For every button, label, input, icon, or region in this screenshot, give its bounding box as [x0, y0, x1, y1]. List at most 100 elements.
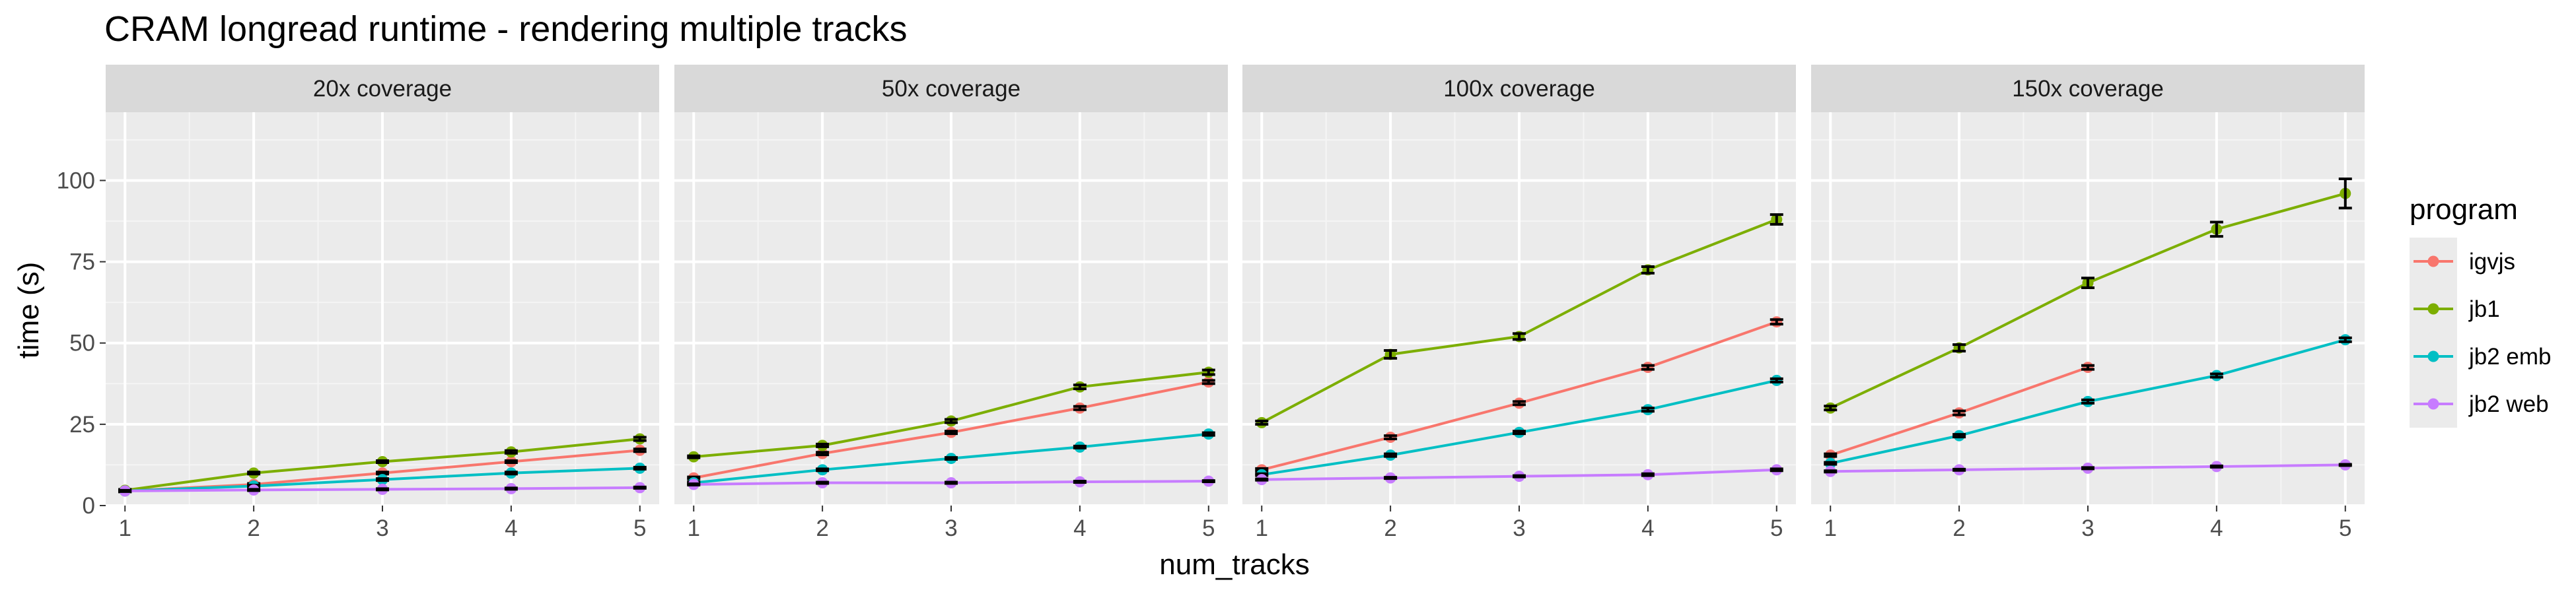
series-jb2-web: [687, 475, 1215, 490]
error-bar: [1384, 349, 1398, 360]
x-tick-label: 4: [1641, 515, 1654, 541]
error-bar: [945, 456, 958, 461]
error-bar: [2081, 364, 2094, 371]
error-bar: [1513, 474, 1526, 478]
x-tick-label: 2: [247, 515, 260, 541]
series-jb1: [1255, 213, 1783, 428]
error-bar: [1201, 479, 1215, 484]
x-tick-label: 2: [816, 515, 828, 541]
legend-label: jb2 web: [2468, 391, 2549, 417]
error-bar: [1641, 407, 1655, 413]
error-bar: [1952, 433, 1966, 439]
error-bar: [247, 471, 261, 476]
facet-strip: [1242, 65, 1796, 112]
facet-strip-label: 50x coverage: [882, 76, 1020, 102]
error-bar: [1201, 368, 1215, 376]
series-jb1: [687, 366, 1215, 463]
error-bar: [633, 485, 647, 490]
legend-item: jb2 emb: [2410, 333, 2552, 380]
x-tick-label: 3: [945, 515, 957, 541]
legend-item: igvjs: [2410, 238, 2515, 285]
y-tick-label: 25: [69, 412, 95, 438]
x-tick-label: 2: [1952, 515, 1965, 541]
series-jb2-web: [1824, 459, 2352, 477]
error-bar: [816, 480, 830, 485]
error-bar: [2338, 177, 2352, 210]
legend-key-point: [2427, 255, 2439, 267]
y-tick-label: 75: [69, 249, 95, 275]
error-bar: [687, 482, 701, 486]
error-bar: [2081, 466, 2094, 471]
error-bar: [1073, 444, 1087, 449]
legend-item: jb1: [2410, 285, 2500, 333]
error-bar: [1824, 452, 1838, 458]
series-jb2-emb: [1824, 334, 2352, 469]
legend-key-point: [2427, 350, 2439, 362]
error-bar: [816, 467, 830, 473]
error-bar: [633, 436, 647, 442]
error-bar: [2209, 464, 2223, 469]
error-bar: [1073, 383, 1087, 391]
facet-strip-label: 100x coverage: [1443, 76, 1595, 102]
series-jb2-emb: [1255, 374, 1783, 480]
x-tick-label: 1: [1255, 515, 1268, 541]
error-bar: [1255, 419, 1269, 426]
x-tick-label: 5: [633, 515, 646, 541]
facet-strip-label: 150x coverage: [2012, 76, 2164, 102]
x-tick-label: 1: [1824, 515, 1836, 541]
error-bar: [1384, 476, 1398, 480]
legend-key-point: [2427, 398, 2439, 410]
y-tick-label: 0: [83, 493, 95, 519]
series-igvjs: [1824, 362, 2094, 461]
error-bar: [1770, 467, 1783, 473]
error-bar: [1770, 377, 1783, 383]
error-bar: [1824, 469, 1838, 474]
error-bar: [376, 471, 389, 476]
error-bar: [2338, 463, 2352, 467]
facet-strip: [106, 65, 659, 112]
error-bar: [376, 477, 389, 482]
facet-panel: 50x coverage 1 2 3 4 5: [674, 65, 1228, 541]
error-bar: [945, 480, 958, 485]
error-bar: [1824, 461, 1838, 466]
x-tick-label: 1: [118, 515, 131, 541]
error-bar: [1201, 431, 1215, 437]
error-bar: [816, 451, 830, 457]
error-bar: [633, 447, 647, 453]
y-tick-label: 100: [57, 168, 95, 193]
legend-key-point: [2427, 303, 2439, 315]
x-tick-label: 5: [1770, 515, 1783, 541]
error-bar: [1201, 379, 1215, 385]
error-bar: [1770, 213, 1783, 226]
y-tick-label: 50: [69, 331, 95, 356]
error-bar: [2209, 220, 2223, 238]
facet-strip-label: 20x coverage: [313, 76, 452, 102]
error-bar: [1513, 430, 1526, 436]
error-bar: [504, 471, 518, 476]
error-bar: [1073, 405, 1087, 411]
error-bar: [1952, 409, 1966, 416]
error-bar: [816, 442, 830, 448]
error-bar: [504, 449, 518, 455]
error-bar: [2338, 336, 2352, 343]
series-jb2-web: [118, 482, 647, 497]
error-bar: [1384, 452, 1398, 458]
x-tick-label: 1: [687, 515, 699, 541]
error-bar: [376, 487, 389, 492]
y-axis-title: time (s): [13, 262, 45, 359]
x-tick-label: 5: [1202, 515, 1215, 541]
error-bar: [1513, 332, 1526, 341]
legend: program igvjs jb1 jb2 emb jb2 web: [2410, 193, 2552, 428]
error-bar: [376, 459, 389, 464]
error-bar: [1770, 318, 1783, 326]
error-bar: [1384, 434, 1398, 441]
error-bar: [2081, 398, 2094, 405]
legend-label: jb1: [2468, 296, 2500, 322]
error-bar: [1073, 480, 1087, 484]
x-tick-label: 3: [2081, 515, 2094, 541]
x-tick-label: 5: [2339, 515, 2351, 541]
error-bar: [118, 488, 132, 493]
error-bar: [504, 459, 518, 464]
legend-item: jb2 web: [2410, 380, 2549, 428]
